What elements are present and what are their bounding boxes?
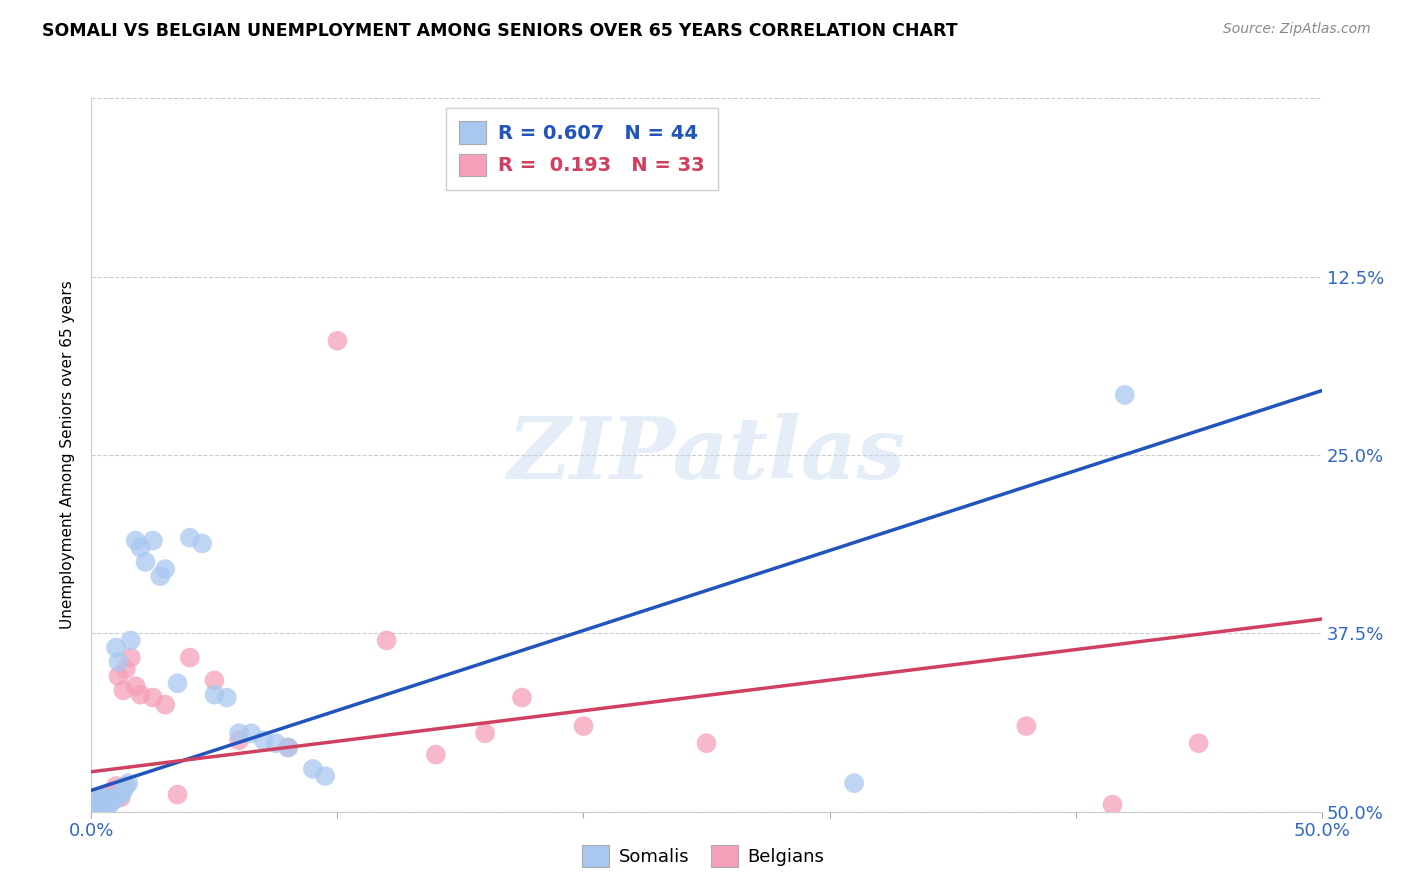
Point	[166, 676, 188, 690]
Point	[105, 640, 127, 655]
Point	[107, 655, 129, 669]
Point	[86, 797, 108, 812]
Point	[142, 690, 165, 705]
Point	[87, 795, 110, 809]
Point	[264, 736, 287, 750]
Point	[100, 795, 122, 809]
Point	[202, 688, 225, 702]
Point	[86, 797, 108, 812]
Point	[103, 783, 125, 797]
Point	[105, 790, 127, 805]
Point	[117, 776, 139, 790]
Y-axis label: Unemployment Among Seniors over 65 years: Unemployment Among Seniors over 65 years	[60, 281, 76, 629]
Point	[179, 650, 201, 665]
Point	[474, 726, 496, 740]
Text: ZIPatlas: ZIPatlas	[508, 413, 905, 497]
Point	[97, 799, 120, 814]
Point	[153, 698, 177, 712]
Point	[166, 788, 188, 802]
Point	[103, 793, 125, 807]
Point	[129, 541, 152, 555]
Point	[90, 796, 112, 810]
Point	[277, 740, 299, 755]
Point	[253, 733, 276, 747]
Point	[90, 790, 112, 805]
Point	[120, 650, 142, 665]
Point	[277, 740, 299, 755]
Legend: R = 0.607   N = 44, R =  0.193   N = 33: R = 0.607 N = 44, R = 0.193 N = 33	[446, 108, 718, 190]
Point	[149, 569, 172, 583]
Point	[1187, 736, 1209, 750]
Point	[142, 533, 165, 548]
Point	[90, 790, 112, 805]
Point	[97, 796, 120, 810]
Point	[240, 726, 263, 740]
Text: SOMALI VS BELGIAN UNEMPLOYMENT AMONG SENIORS OVER 65 YEARS CORRELATION CHART: SOMALI VS BELGIAN UNEMPLOYMENT AMONG SEN…	[42, 22, 957, 40]
Point	[301, 762, 323, 776]
Point	[100, 788, 122, 802]
Point	[105, 779, 127, 793]
Point	[110, 788, 132, 802]
Point	[695, 736, 717, 750]
Point	[124, 679, 146, 693]
Point	[87, 799, 110, 814]
Point	[124, 533, 146, 548]
Point	[93, 799, 115, 814]
Point	[314, 769, 336, 783]
Point	[96, 797, 117, 812]
Point	[96, 793, 117, 807]
Point	[96, 792, 117, 806]
Point	[153, 562, 177, 576]
Point	[135, 555, 156, 569]
Point	[572, 719, 595, 733]
Point	[86, 793, 108, 807]
Point	[510, 690, 533, 705]
Point	[425, 747, 447, 762]
Point	[100, 790, 122, 805]
Point	[129, 688, 152, 702]
Point	[179, 531, 201, 545]
Point	[97, 790, 120, 805]
Point	[191, 536, 214, 550]
Point	[114, 779, 138, 793]
Point	[87, 793, 110, 807]
Point	[107, 669, 129, 683]
Point	[112, 683, 135, 698]
Text: Source: ZipAtlas.com: Source: ZipAtlas.com	[1223, 22, 1371, 37]
Point	[120, 633, 142, 648]
Point	[83, 800, 105, 814]
Point	[842, 776, 865, 790]
Point	[114, 662, 138, 676]
Point	[228, 726, 250, 740]
Point	[110, 790, 132, 805]
Point	[93, 788, 115, 802]
Point	[1114, 388, 1136, 402]
Point	[202, 673, 225, 688]
Point	[228, 733, 250, 747]
Point	[215, 690, 238, 705]
Point	[93, 793, 115, 807]
Point	[1101, 797, 1123, 812]
Point	[326, 334, 349, 348]
Point	[1015, 719, 1038, 733]
Legend: Somalis, Belgians: Somalis, Belgians	[575, 838, 831, 874]
Point	[112, 783, 135, 797]
Point	[375, 633, 398, 648]
